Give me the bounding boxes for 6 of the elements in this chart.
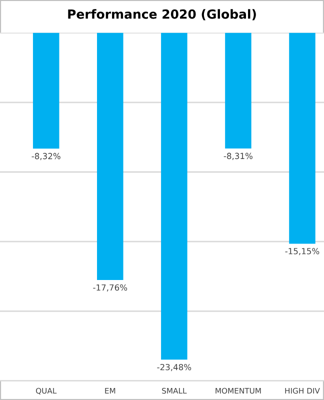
data-label: -17,76% xyxy=(93,284,128,292)
data-label: -23,48% xyxy=(157,364,192,372)
chart-title: Performance 2020 (Global) xyxy=(68,9,256,20)
data-label: -15,15% xyxy=(285,248,320,256)
data-label: -8,32% xyxy=(32,152,60,160)
data-label: -8,31% xyxy=(224,152,252,160)
